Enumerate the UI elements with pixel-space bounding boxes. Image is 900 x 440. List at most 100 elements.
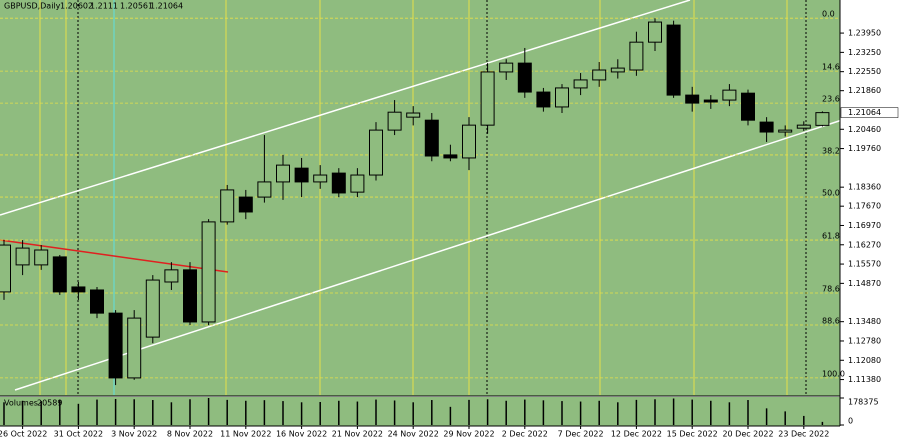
x-tick-label: 24 Nov 2022 xyxy=(388,430,439,439)
y-tick-label: 1.18360 xyxy=(848,183,881,192)
candle-body xyxy=(108,312,123,379)
x-tick-label: 2 Dec 2022 xyxy=(502,430,548,439)
fib-label: 88.6 xyxy=(822,316,840,325)
volume-background xyxy=(0,397,840,426)
x-tick-label: 7 Dec 2022 xyxy=(558,430,604,439)
candle-body xyxy=(220,189,235,223)
ohlc-close: 1.21064 xyxy=(150,2,183,11)
fib-label: 50.0 xyxy=(822,189,840,198)
candle-body xyxy=(276,164,290,183)
y-tick-label: 1.15570 xyxy=(848,260,881,269)
candle-body xyxy=(406,112,421,118)
y-tick-label: 1.12780 xyxy=(848,336,881,345)
y-tick-label: 1.13480 xyxy=(848,317,881,326)
candle-body xyxy=(536,91,551,108)
y-tick-label: 1.22550 xyxy=(848,67,881,76)
candle-body xyxy=(52,256,67,293)
fib-label: 61.8 xyxy=(822,232,840,241)
candle-body xyxy=(424,119,439,157)
axis-background xyxy=(0,426,840,440)
candle-body xyxy=(313,174,328,183)
x-tick-label: 3 Nov 2022 xyxy=(111,430,157,439)
candle-body xyxy=(0,244,11,293)
y-tick-label: 1.21860 xyxy=(848,86,881,95)
fib-label: 100.0 xyxy=(822,369,845,378)
candle-body xyxy=(164,269,179,283)
x-tick-label: 11 Nov 2022 xyxy=(220,430,271,439)
candle-body xyxy=(815,112,830,126)
candle-body xyxy=(71,286,86,293)
header: GBPUSD,Daily 1.20602 1.2111 1.20561 1.21… xyxy=(4,2,183,11)
volume-title: Volumes xyxy=(4,399,38,408)
x-tick-label: 26 Oct 2022 xyxy=(0,430,47,439)
candle-body xyxy=(722,89,737,101)
volume-tick-label: 178375 xyxy=(848,398,879,407)
candle-body xyxy=(592,69,607,81)
x-tick-label: 15 Dec 2022 xyxy=(667,430,718,439)
fib-label: 38.2 xyxy=(822,146,840,155)
candle-body xyxy=(183,269,197,323)
axis-background xyxy=(840,0,900,440)
y-tick-label: 1.12080 xyxy=(848,356,881,365)
candle-body xyxy=(443,154,458,159)
candle-body xyxy=(34,249,49,266)
candle-body xyxy=(387,111,402,131)
candle-body xyxy=(127,317,142,379)
candle-body xyxy=(517,62,532,93)
y-tick-label: 1.16270 xyxy=(848,240,881,249)
fib-label: 78.6 xyxy=(822,285,840,294)
candle-body xyxy=(15,247,30,266)
candle-body xyxy=(648,21,662,43)
candle-body xyxy=(331,172,346,194)
candle-body xyxy=(685,94,700,104)
vertical-lines xyxy=(39,0,807,395)
x-tick-label: 23 Dec 2022 xyxy=(778,430,829,439)
candle-body xyxy=(369,129,383,176)
candle-body xyxy=(257,181,272,198)
candle-body xyxy=(294,167,309,183)
candle-body xyxy=(759,121,774,133)
candle-body xyxy=(480,71,495,126)
candle-body xyxy=(666,24,681,96)
ohlc-high: 1.2111 xyxy=(90,2,118,11)
y-tick-label: 1.17670 xyxy=(848,202,881,211)
y-tick-label: 1.20460 xyxy=(848,125,881,134)
y-tick-label: 1.23250 xyxy=(848,48,881,57)
y-tick-label: 1.23950 xyxy=(848,29,881,38)
candle-body xyxy=(741,92,755,121)
y-tick-label: 1.16970 xyxy=(848,221,881,230)
x-tick-label: 31 Oct 2022 xyxy=(54,430,103,439)
candle-body xyxy=(610,67,625,73)
candle-body xyxy=(462,124,476,159)
x-tick-label: 16 Nov 2022 xyxy=(276,430,327,439)
x-tick-label: 21 Nov 2022 xyxy=(332,430,383,439)
candle-body xyxy=(499,62,514,73)
ohlc-open: 1.20602 xyxy=(60,2,93,11)
candle-body xyxy=(796,124,811,129)
y-tick-label: 1.14870 xyxy=(848,279,881,288)
x-tick-label: 12 Dec 2022 xyxy=(611,430,662,439)
candle-body xyxy=(145,279,160,338)
channel-lines xyxy=(0,0,691,216)
candle-body xyxy=(90,289,104,314)
plot-background xyxy=(0,0,840,396)
fib-label: 0.0 xyxy=(822,10,835,19)
ohlc-low: 1.20561 xyxy=(120,2,153,11)
volume-last: 20589 xyxy=(37,399,62,408)
candle-body xyxy=(629,41,644,71)
y-tick-label: 1.11380 xyxy=(848,375,881,384)
candle-body xyxy=(555,87,569,108)
current-price: 1.21064 xyxy=(848,108,881,117)
x-tick-label: 20 Dec 2022 xyxy=(722,430,773,439)
volume-tick-label: 0 xyxy=(848,417,853,426)
x-tick-label: 8 Nov 2022 xyxy=(167,430,213,439)
candle-body xyxy=(778,129,793,133)
candle-body xyxy=(201,221,216,323)
y-tick-label: 1.19760 xyxy=(848,144,881,153)
x-tick-label: 29 Nov 2022 xyxy=(443,430,494,439)
candle-body xyxy=(238,196,253,213)
fib-label: 23.6 xyxy=(822,95,840,104)
candle-body xyxy=(573,79,588,89)
symbol: GBPUSD,Daily xyxy=(4,2,61,11)
